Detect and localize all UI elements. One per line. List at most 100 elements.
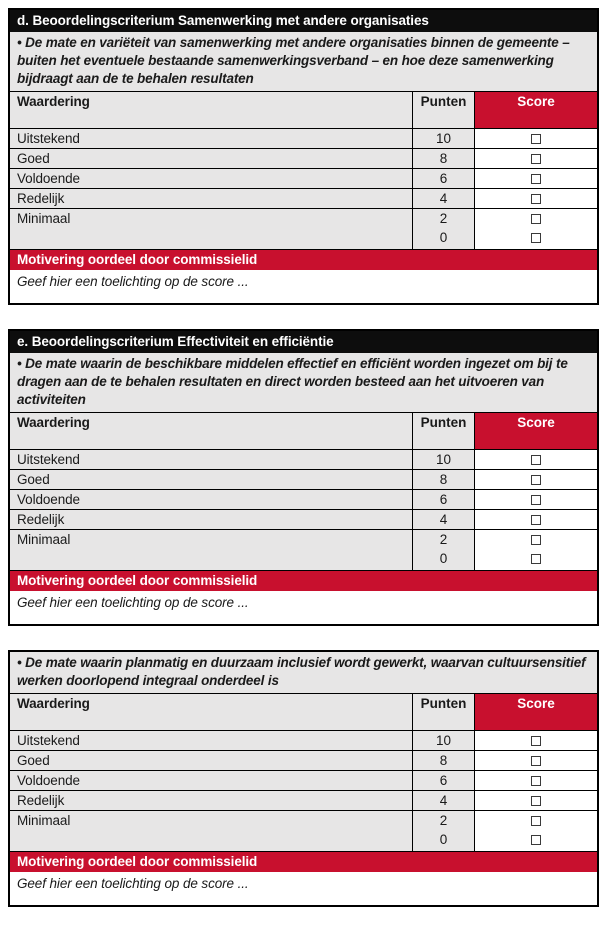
score-checkbox[interactable] bbox=[531, 455, 541, 465]
motivation-input[interactable]: Geef hier een toelichting op de score ..… bbox=[10, 591, 597, 624]
score-checkbox[interactable] bbox=[531, 756, 541, 766]
criteria-table-e: e. Beoordelingscriterium Effectiviteit e… bbox=[8, 329, 599, 626]
rating-label: Voldoende bbox=[10, 169, 412, 188]
points-value: 10 bbox=[412, 731, 474, 750]
motivation-input[interactable]: Geef hier een toelichting op de score ..… bbox=[10, 270, 597, 303]
criteria-description: • De mate en variëteit van samenwerking … bbox=[10, 32, 597, 92]
table-header-row: Waardering Punten Score bbox=[10, 92, 597, 128]
score-cell bbox=[474, 490, 597, 509]
score-cell bbox=[474, 771, 597, 790]
score-cell bbox=[474, 510, 597, 529]
score-checkbox[interactable] bbox=[531, 535, 541, 545]
score-checkbox[interactable] bbox=[531, 796, 541, 806]
column-header-punten: Punten bbox=[412, 694, 474, 730]
score-subcell bbox=[477, 531, 595, 550]
table-row: Voldoende 6 bbox=[10, 489, 597, 509]
points-value: 2 bbox=[439, 211, 448, 226]
score-cell bbox=[474, 209, 597, 249]
points-value: 4 bbox=[412, 791, 474, 810]
table-header-row: Waardering Punten Score bbox=[10, 413, 597, 449]
column-header-score: Score bbox=[474, 92, 597, 128]
score-checkbox[interactable] bbox=[531, 174, 541, 184]
column-header-punten: Punten bbox=[412, 92, 474, 128]
score-checkbox[interactable] bbox=[531, 475, 541, 485]
table-row: Redelijk 4 bbox=[10, 790, 597, 810]
motivation-header: Motivering oordeel door commissielid bbox=[10, 249, 597, 270]
score-checkbox[interactable] bbox=[531, 134, 541, 144]
points-value: 2 bbox=[439, 813, 448, 828]
points-value: 6 bbox=[412, 771, 474, 790]
table-row: Goed 8 bbox=[10, 750, 597, 770]
points-cell: 2 0 bbox=[412, 811, 474, 851]
column-header-score: Score bbox=[474, 694, 597, 730]
score-checkbox[interactable] bbox=[531, 776, 541, 786]
score-checkbox[interactable] bbox=[531, 835, 541, 845]
rating-label: Goed bbox=[10, 751, 412, 770]
score-cell bbox=[474, 530, 597, 570]
table-row-minimaal: Minimaal 2 0 bbox=[10, 208, 597, 249]
score-checkbox[interactable] bbox=[531, 816, 541, 826]
table-row: Voldoende 6 bbox=[10, 168, 597, 188]
table-row: Uitstekend 10 bbox=[10, 449, 597, 469]
rating-label: Goed bbox=[10, 470, 412, 489]
points-value: 10 bbox=[412, 450, 474, 469]
score-checkbox[interactable] bbox=[531, 495, 541, 505]
rating-label: Redelijk bbox=[10, 510, 412, 529]
table-header-row: Waardering Punten Score bbox=[10, 694, 597, 730]
points-value: 0 bbox=[439, 551, 448, 566]
motivation-header: Motivering oordeel door commissielid bbox=[10, 851, 597, 872]
table-row-minimaal: Minimaal 2 0 bbox=[10, 529, 597, 570]
score-checkbox[interactable] bbox=[531, 233, 541, 243]
section-header: d. Beoordelingscriterium Samenwerking me… bbox=[10, 10, 597, 32]
motivation-header: Motivering oordeel door commissielid bbox=[10, 570, 597, 591]
points-value: 0 bbox=[439, 832, 448, 847]
section-header: e. Beoordelingscriterium Effectiviteit e… bbox=[10, 331, 597, 353]
score-checkbox[interactable] bbox=[531, 736, 541, 746]
score-checkbox[interactable] bbox=[531, 214, 541, 224]
score-checkbox[interactable] bbox=[531, 194, 541, 204]
score-checkbox[interactable] bbox=[531, 154, 541, 164]
score-cell bbox=[474, 470, 597, 489]
rating-label: Minimaal bbox=[10, 209, 412, 249]
table-row: Redelijk 4 bbox=[10, 509, 597, 529]
column-header-score: Score bbox=[474, 413, 597, 449]
score-subcell bbox=[477, 831, 595, 850]
score-checkbox[interactable] bbox=[531, 554, 541, 564]
rating-label: Goed bbox=[10, 149, 412, 168]
points-value: 8 bbox=[412, 149, 474, 168]
score-cell bbox=[474, 791, 597, 810]
score-cell bbox=[474, 751, 597, 770]
table-row: Goed 8 bbox=[10, 469, 597, 489]
table-row: Redelijk 4 bbox=[10, 188, 597, 208]
table-row: Uitstekend 10 bbox=[10, 128, 597, 148]
table-row: Voldoende 6 bbox=[10, 770, 597, 790]
score-cell bbox=[474, 189, 597, 208]
rating-label: Redelijk bbox=[10, 791, 412, 810]
score-cell bbox=[474, 450, 597, 469]
points-value: 0 bbox=[439, 230, 448, 245]
score-cell bbox=[474, 731, 597, 750]
rating-label: Voldoende bbox=[10, 771, 412, 790]
points-cell: 2 0 bbox=[412, 209, 474, 249]
rating-label: Voldoende bbox=[10, 490, 412, 509]
rating-label: Uitstekend bbox=[10, 731, 412, 750]
rating-label: Uitstekend bbox=[10, 450, 412, 469]
column-header-waardering: Waardering bbox=[10, 92, 412, 128]
table-row: Goed 8 bbox=[10, 148, 597, 168]
table-row: Uitstekend 10 bbox=[10, 730, 597, 750]
points-value: 4 bbox=[412, 510, 474, 529]
column-header-punten: Punten bbox=[412, 413, 474, 449]
criteria-table-d: d. Beoordelingscriterium Samenwerking me… bbox=[8, 8, 599, 305]
criteria-table-inclusief: • De mate waarin planmatig en duurzaam i… bbox=[8, 650, 599, 907]
score-subcell bbox=[477, 812, 595, 831]
score-checkbox[interactable] bbox=[531, 515, 541, 525]
motivation-input[interactable]: Geef hier een toelichting op de score ..… bbox=[10, 872, 597, 905]
points-value: 8 bbox=[412, 470, 474, 489]
score-subcell bbox=[477, 550, 595, 569]
points-cell: 2 0 bbox=[412, 530, 474, 570]
score-cell bbox=[474, 129, 597, 148]
score-subcell bbox=[477, 229, 595, 248]
score-cell bbox=[474, 811, 597, 851]
rating-label: Redelijk bbox=[10, 189, 412, 208]
points-value: 6 bbox=[412, 169, 474, 188]
